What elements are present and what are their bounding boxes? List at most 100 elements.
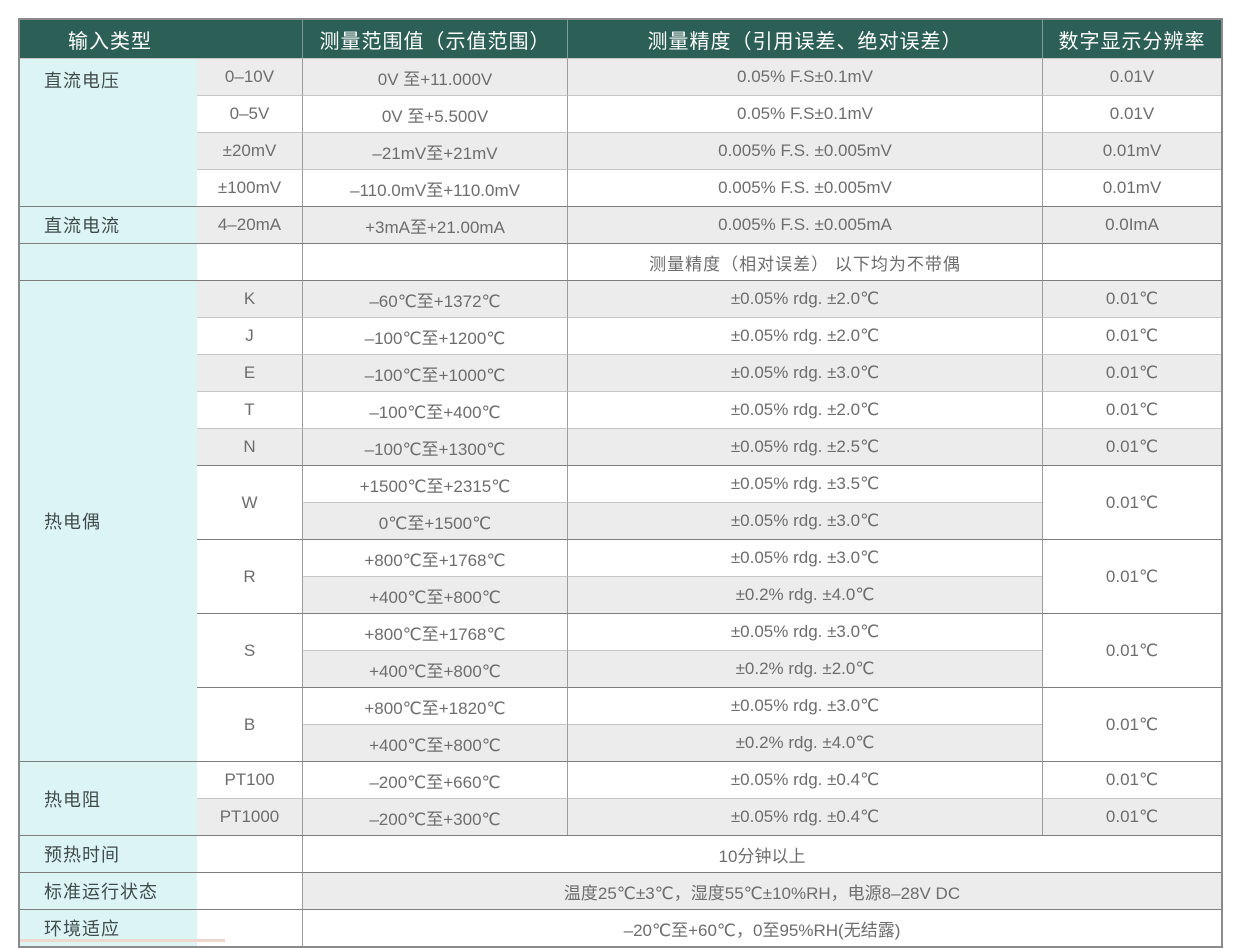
table-row: R +800℃至+1768℃ ±0.05% rdg. ±3.0℃ 0.01℃: [20, 539, 1221, 613]
dcv-20mv-accuracy-cell: 0.005% F.S. ±0.005mV: [567, 132, 1042, 169]
table-row: B +800℃至+1820℃ ±0.05% rdg. ±3.0℃ 0.01℃: [20, 687, 1221, 761]
note-sub-spacer-cell: [197, 243, 302, 280]
table-row: J –100℃至+1200℃ ±0.05% rdg. ±2.0℃ 0.01℃: [20, 317, 1221, 354]
tc-e-sub-cell: E: [197, 354, 302, 391]
tc-b-accuracy-1-cell: ±0.05% rdg. ±3.0℃: [567, 687, 1042, 724]
tc-t-accuracy-cell: ±0.05% rdg. ±2.0℃: [567, 391, 1042, 428]
dcv-100mv-resolution-cell: 0.01mV: [1042, 169, 1221, 206]
col-header-range: 测量范围值（示值范围）: [302, 20, 567, 58]
dcv-0-10v-resolution-cell: 0.01V: [1042, 58, 1221, 95]
dcv-0-10v-range-cell: 0V 至+11.000V: [302, 58, 567, 95]
standard-operating-value-cell: 温度25℃±3℃，湿度55℃±10%RH，电源8–28V DC: [302, 872, 1221, 909]
tc-s-sub-cell: S: [197, 613, 302, 687]
dcc-sub-cell: 4–20mA: [197, 206, 302, 243]
table-row: W +1500℃至+2315℃ ±0.05% rdg. ±3.5℃ 0.01℃: [20, 465, 1221, 539]
rtd-pt1000-accuracy-cell: ±0.05% rdg. ±0.4℃: [567, 798, 1042, 835]
table-row: 直流电压 0–10V 0V 至+11.000V 0.05% F.S±0.1mV …: [20, 58, 1221, 206]
table-row: N –100℃至+1300℃ ±0.05% rdg. ±2.5℃ 0.01℃: [20, 428, 1221, 465]
tc-s-range-1-cell: +800℃至+1768℃: [302, 613, 567, 650]
tc-s-resolution-cell: 0.01℃: [1042, 613, 1221, 687]
tc-j-sub-cell: J: [197, 317, 302, 354]
col-header-input-type: 输入类型: [20, 20, 302, 58]
tc-n-range-cell: –100℃至+1300℃: [302, 428, 567, 465]
table-row: +400℃至+800℃ ±0.2% rdg. ±4.0℃: [20, 724, 1221, 761]
note-label-spacer-cell: [20, 243, 197, 280]
col-header-resolution: 数字显示分辨率: [1042, 20, 1221, 58]
tc-r-accuracy-1-cell: ±0.05% rdg. ±3.0℃: [567, 539, 1042, 576]
tc-n-accuracy-cell: ±0.05% rdg. ±2.5℃: [567, 428, 1042, 465]
rtd-pt1000-resolution-cell: 0.01℃: [1042, 798, 1221, 835]
table-row: ±20mV –21mV至+21mV 0.005% F.S. ±0.005mV 0…: [20, 132, 1221, 169]
table-row: S +800℃至+1768℃ ±0.05% rdg. ±3.0℃ 0.01℃: [20, 613, 1221, 687]
relative-error-note-cell: 测量精度（相对误差） 以下均为不带偶: [567, 243, 1042, 280]
tc-n-resolution-cell: 0.01℃: [1042, 428, 1221, 465]
dcc-resolution-cell: 0.0ImA: [1042, 206, 1221, 243]
col-header-accuracy: 测量精度（引用误差、绝对误差）: [567, 20, 1042, 58]
dcv-100mv-range-cell: –110.0mV至+110.0mV: [302, 169, 567, 206]
dcv-0-5v-sub-cell: 0–5V: [197, 95, 302, 132]
tc-t-sub-cell: T: [197, 391, 302, 428]
next-section-edge: [20, 939, 225, 942]
tc-w-accuracy-1-cell: ±0.05% rdg. ±3.5℃: [567, 465, 1042, 502]
dc-voltage-label-cell: 直流电压: [20, 58, 197, 206]
dcv-0-5v-range-cell: 0V 至+5.500V: [302, 95, 567, 132]
dcv-0-5v-accuracy-cell: 0.05% F.S±0.1mV: [567, 95, 1042, 132]
tc-r-range-2-cell: +400℃至+800℃: [302, 576, 567, 613]
dc-current-label-cell: 直流电流: [20, 206, 197, 243]
tc-b-accuracy-2-cell: ±0.2% rdg. ±4.0℃: [567, 724, 1042, 761]
tc-e-resolution-cell: 0.01℃: [1042, 354, 1221, 391]
rtd-pt1000-sub-cell: PT1000: [197, 798, 302, 835]
tc-w-resolution-cell: 0.01℃: [1042, 465, 1221, 539]
dcv-100mv-sub-cell: ±100mV: [197, 169, 302, 206]
tc-r-sub-cell: R: [197, 539, 302, 613]
table-row: 热电偶 K –60℃至+1372℃ ±0.05% rdg. ±2.0℃ 0.01…: [20, 280, 1221, 761]
dcv-0-10v-accuracy-cell: 0.05% F.S±0.1mV: [567, 58, 1042, 95]
tc-k-range-cell: –60℃至+1372℃: [302, 280, 567, 317]
tc-k-sub-cell: K: [197, 280, 302, 317]
standard-operating-spacer-cell: [197, 872, 302, 909]
warmup-time-label-cell: 预热时间: [20, 835, 197, 872]
table-row: 0℃至+1500℃ ±0.05% rdg. ±3.0℃: [20, 502, 1221, 539]
table-row: 直流电流 4–20mA +3mA至+21.00mA 0.005% F.S. ±0…: [20, 206, 1221, 243]
table-header-row: 输入类型 测量范围值（示值范围） 测量精度（引用误差、绝对误差） 数字显示分辨率: [20, 20, 1221, 58]
warmup-time-spacer-cell: [197, 835, 302, 872]
tc-s-accuracy-2-cell: ±0.2% rdg. ±2.0℃: [567, 650, 1042, 687]
table-row: T –100℃至+400℃ ±0.05% rdg. ±2.0℃ 0.01℃: [20, 391, 1221, 428]
table-row: 0–5V 0V 至+5.500V 0.05% F.S±0.1mV 0.01V: [20, 95, 1221, 132]
tc-k-resolution-cell: 0.01℃: [1042, 280, 1221, 317]
table-row: 预热时间 10分钟以上: [20, 835, 1221, 872]
rtd-pt100-sub-cell: PT100: [197, 761, 302, 798]
rtd-pt100-accuracy-cell: ±0.05% rdg. ±0.4℃: [567, 761, 1042, 798]
warmup-time-value-cell: 10分钟以上: [302, 835, 1221, 872]
instrument-spec-table: 输入类型 测量范围值（示值范围） 测量精度（引用误差、绝对误差） 数字显示分辨率…: [18, 18, 1223, 948]
dcc-accuracy-cell: 0.005% F.S. ±0.005mA: [567, 206, 1042, 243]
tc-j-resolution-cell: 0.01℃: [1042, 317, 1221, 354]
tc-w-range-1-cell: +1500℃至+2315℃: [302, 465, 567, 502]
tc-k-accuracy-cell: ±0.05% rdg. ±2.0℃: [567, 280, 1042, 317]
dcv-0-10v-sub-cell: 0–10V: [197, 58, 302, 95]
tc-w-accuracy-2-cell: ±0.05% rdg. ±3.0℃: [567, 502, 1042, 539]
table-row: 热电阻 PT100 –200℃至+660℃ ±0.05% rdg. ±0.4℃ …: [20, 761, 1221, 835]
tc-b-range-2-cell: +400℃至+800℃: [302, 724, 567, 761]
rtd-pt1000-range-cell: –200℃至+300℃: [302, 798, 567, 835]
thermocouple-label-cell: 热电偶: [20, 280, 197, 761]
tc-b-range-1-cell: +800℃至+1820℃: [302, 687, 567, 724]
tc-e-range-cell: –100℃至+1000℃: [302, 354, 567, 391]
standard-operating-label-cell: 标准运行状态: [20, 872, 197, 909]
dcc-range-cell: +3mA至+21.00mA: [302, 206, 567, 243]
rtd-label-cell: 热电阻: [20, 761, 197, 835]
table-row: +400℃至+800℃ ±0.2% rdg. ±2.0℃: [20, 650, 1221, 687]
dcv-20mv-sub-cell: ±20mV: [197, 132, 302, 169]
table-row: 环境适应 –20℃至+60℃，0至95%RH(无结露): [20, 909, 1221, 946]
tc-s-range-2-cell: +400℃至+800℃: [302, 650, 567, 687]
table-row: 测量精度（相对误差） 以下均为不带偶: [20, 243, 1221, 280]
tc-b-sub-cell: B: [197, 687, 302, 761]
dcv-20mv-resolution-cell: 0.01mV: [1042, 132, 1221, 169]
rtd-pt100-resolution-cell: 0.01℃: [1042, 761, 1221, 798]
tc-w-sub-cell: W: [197, 465, 302, 539]
tc-e-accuracy-cell: ±0.05% rdg. ±3.0℃: [567, 354, 1042, 391]
tc-t-resolution-cell: 0.01℃: [1042, 391, 1221, 428]
tc-s-accuracy-1-cell: ±0.05% rdg. ±3.0℃: [567, 613, 1042, 650]
table-row: ±100mV –110.0mV至+110.0mV 0.005% F.S. ±0.…: [20, 169, 1221, 206]
tc-j-accuracy-cell: ±0.05% rdg. ±2.0℃: [567, 317, 1042, 354]
